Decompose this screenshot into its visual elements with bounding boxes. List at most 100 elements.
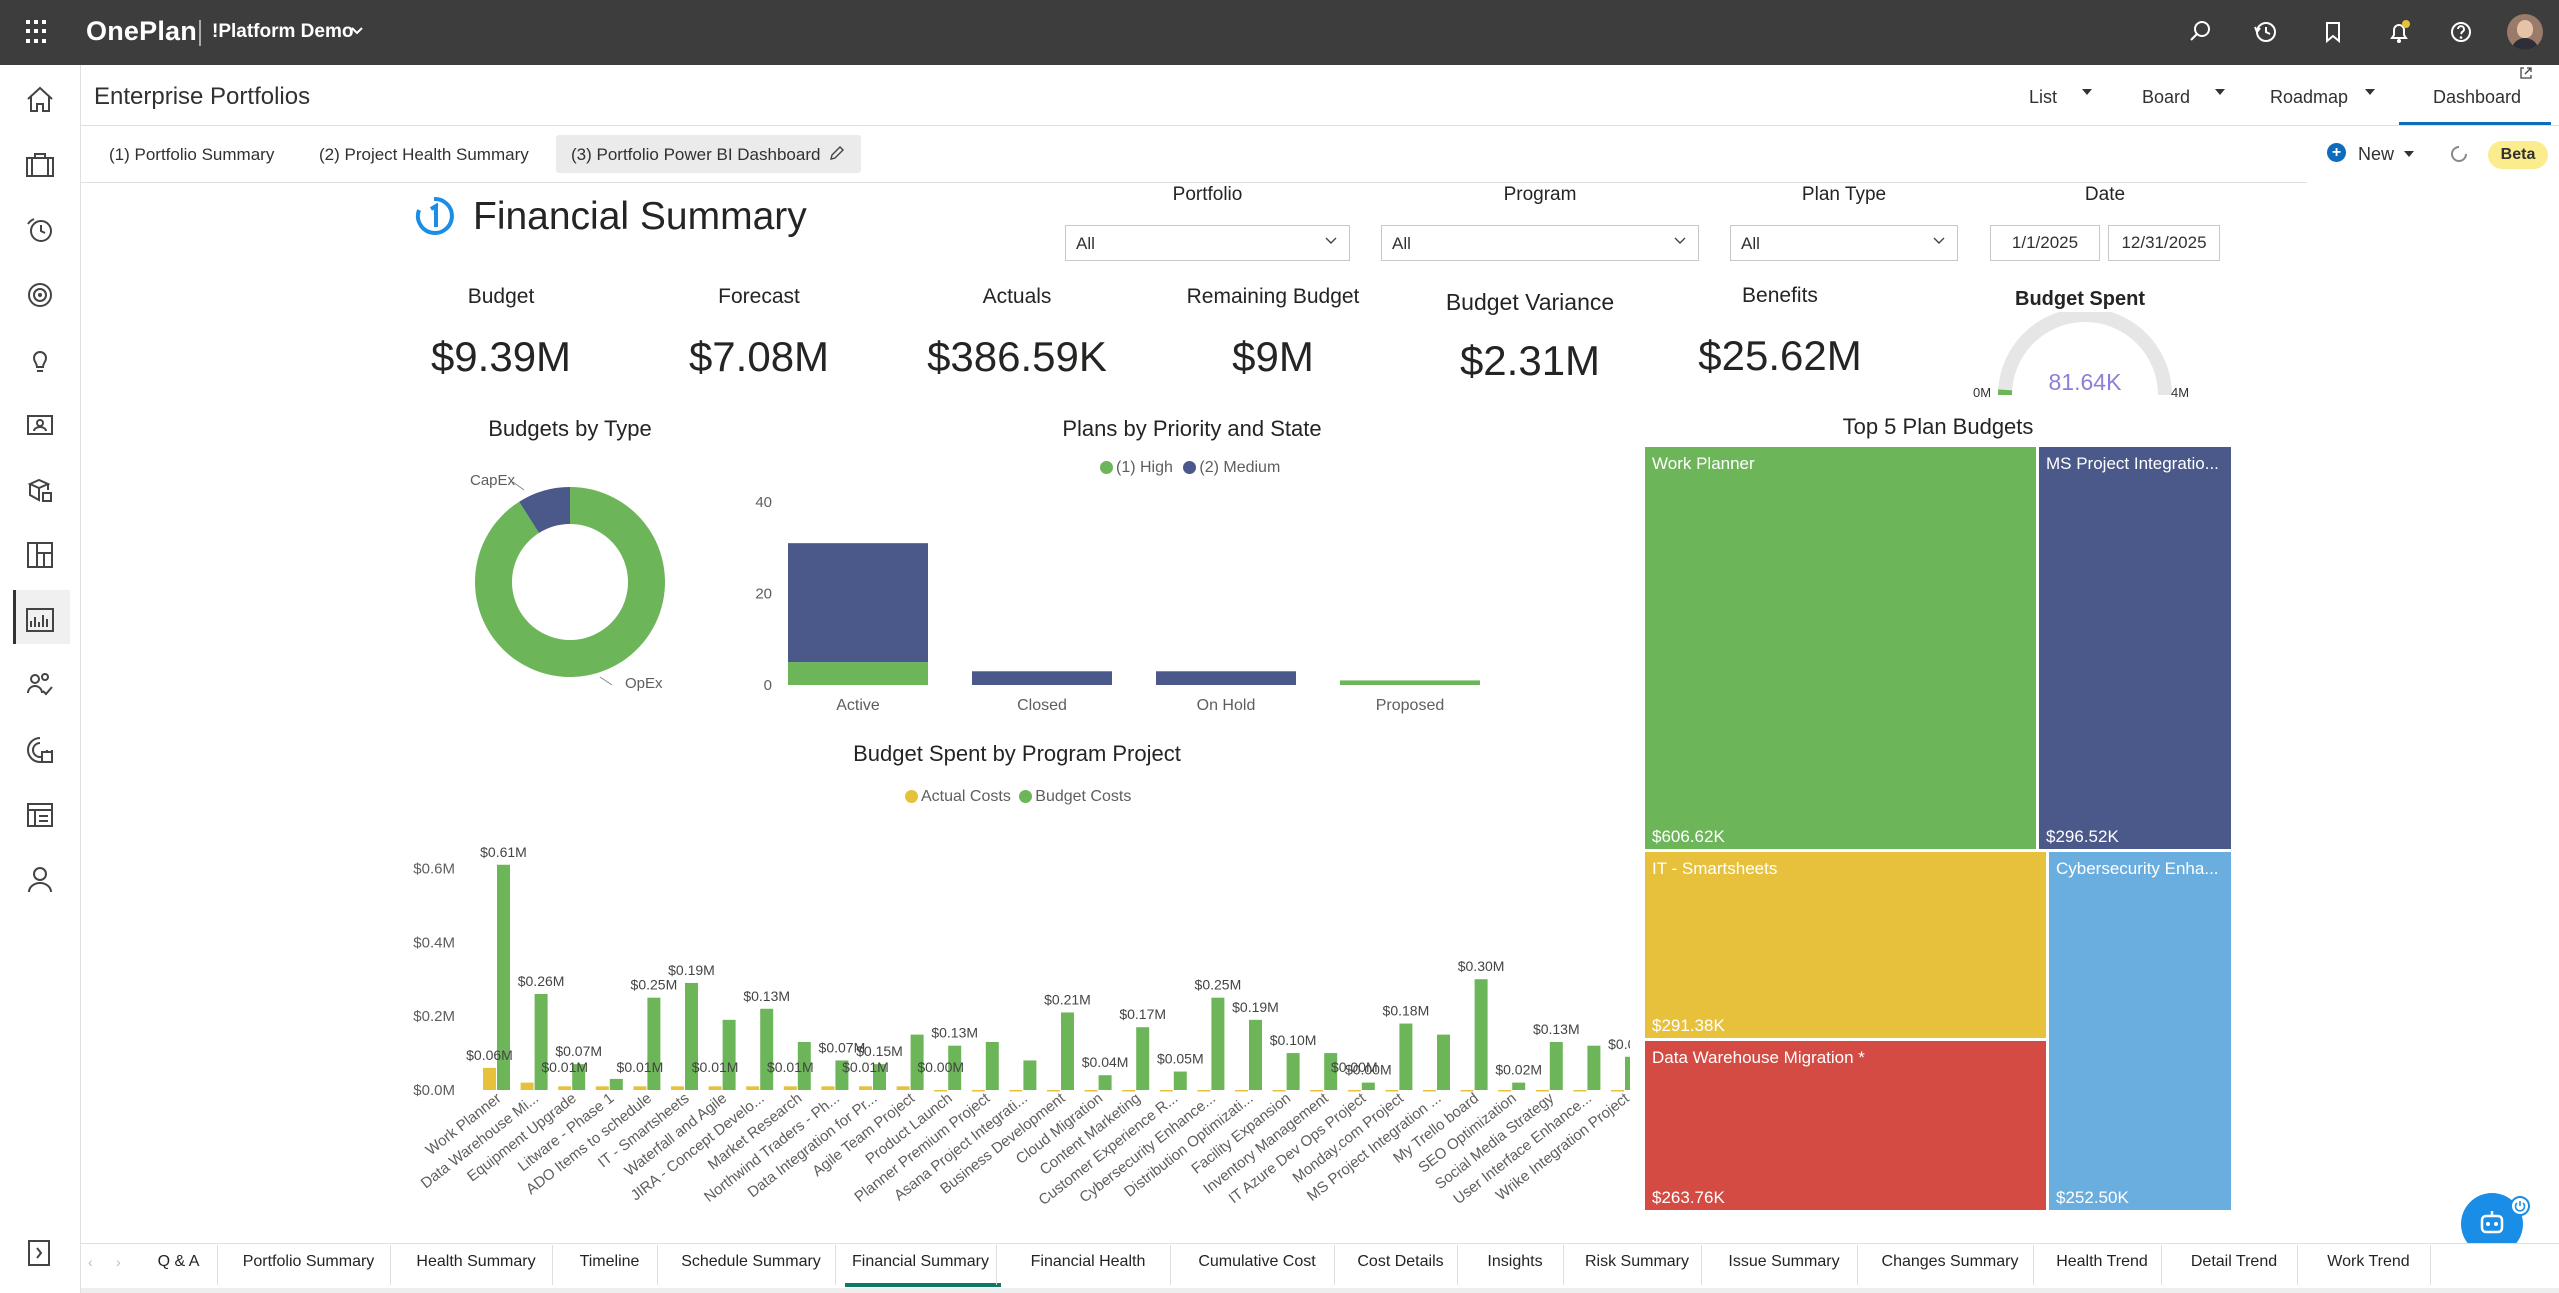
bookmark-icon[interactable] <box>2316 15 2350 49</box>
report-tab-power-bi-dashboard[interactable]: (3) Portfolio Power BI Dashboard <box>571 145 821 164</box>
report-tab-portfolio-summary[interactable]: (1) Portfolio Summary <box>109 145 275 164</box>
dashboard-icon[interactable] <box>20 600 60 640</box>
x-tick-label: On Hold <box>1197 697 1256 714</box>
treemap-tile[interactable]: Cybersecurity Enha... $252.50K <box>2049 852 2231 1210</box>
treemap-tile[interactable]: IT - Smartsheets $291.38K <box>1645 852 2046 1038</box>
data-label-budget: $0.07M <box>819 1039 866 1055</box>
page-tab-health-summary[interactable]: Health Summary <box>416 1253 536 1270</box>
portfolio-icon[interactable] <box>20 145 60 185</box>
page-tab-schedule-summary[interactable]: Schedule Summary <box>681 1253 821 1270</box>
scroll-left-icon[interactable]: ‹ <box>88 1254 93 1270</box>
view-list[interactable]: List <box>2029 87 2058 107</box>
kpi-value-budget: $9.39M <box>430 333 572 380</box>
user-icon[interactable] <box>20 860 60 900</box>
bar-actual <box>1197 1090 1211 1092</box>
view-dashboard[interactable]: Dashboard <box>2433 87 2522 107</box>
bar-budget <box>722 1019 736 1090</box>
treemap-tile[interactable]: Work Planner $606.62K <box>1645 447 2036 849</box>
notification-bell-icon[interactable] <box>2382 15 2416 49</box>
page-tab-financial-summary[interactable]: Financial Summary <box>852 1253 989 1270</box>
program-slicer[interactable]: All <box>1381 225 1699 261</box>
add-icon[interactable]: + <box>2327 143 2346 162</box>
page-tab-cumulative-cost[interactable]: Cumulative Cost <box>1198 1253 1316 1270</box>
caret-down-icon[interactable] <box>2080 85 2094 102</box>
search-icon[interactable] <box>2183 15 2217 49</box>
bar-budget <box>1399 1023 1413 1090</box>
page-tab-detail-trend[interactable]: Detail Trend <box>2190 1253 2278 1270</box>
target-icon[interactable] <box>20 275 60 315</box>
top-bar: OnePlan !Platform Demo <box>0 0 2559 65</box>
data-label-budget: $0.02M <box>1495 1062 1542 1078</box>
view-roadmap[interactable]: Roadmap <box>2270 87 2349 107</box>
power-icon[interactable] <box>2510 1196 2530 1216</box>
avatar[interactable] <box>2507 14 2543 50</box>
data-label-budget: $0.13M <box>931 1025 978 1041</box>
ideas-icon[interactable] <box>20 340 60 380</box>
portfolio-slicer[interactable]: All <box>1065 225 1350 261</box>
page-tab-portfolio-summary[interactable]: Portfolio Summary <box>242 1253 375 1270</box>
page-tab-health-trend[interactable]: Health Trend <box>2056 1253 2148 1270</box>
caret-down-icon[interactable] <box>2213 85 2227 102</box>
board-icon[interactable] <box>20 535 60 575</box>
y-tick-label: $0.2M <box>413 1008 455 1025</box>
page-tab-work-trend[interactable]: Work Trend <box>2327 1253 2410 1270</box>
chevron-down-icon <box>1325 237 1337 244</box>
caret-down-icon[interactable] <box>2402 147 2416 166</box>
bar-actual <box>558 1086 572 1090</box>
help-icon[interactable] <box>2444 15 2478 49</box>
date-end-input[interactable]: 12/31/2025 <box>2108 225 2220 261</box>
kpi-label-benefits: Benefits <box>1742 284 1818 307</box>
data-label-budget: $0.25M <box>1195 977 1242 993</box>
kpi-value-remaining-budget: $9M <box>1232 333 1314 380</box>
refresh-icon[interactable] <box>2447 142 2471 166</box>
page-tab-risk-summary[interactable]: Risk Summary <box>1584 1253 1689 1270</box>
date-start-input[interactable]: 1/1/2025 <box>1990 225 2100 261</box>
page-tab-q-a[interactable]: Q & A <box>157 1253 200 1270</box>
page-tab-cost-details[interactable]: Cost Details <box>1357 1253 1444 1270</box>
bar-budget <box>685 982 698 1090</box>
kpi-value-benefits: $25.62M <box>1698 332 1862 379</box>
tenant-name[interactable]: !Platform Demo <box>212 21 354 42</box>
timesheet-icon[interactable] <box>20 210 60 250</box>
scroll-right-icon[interactable]: › <box>116 1254 121 1270</box>
bar-budget <box>1286 1053 1300 1090</box>
history-icon[interactable] <box>2249 15 2283 49</box>
report-tab-project-health-summary[interactable]: (2) Project Health Summary <box>319 145 529 164</box>
caret-down-icon[interactable] <box>2363 85 2377 102</box>
tab-separator <box>2033 1245 2034 1285</box>
view-board[interactable]: Board <box>2142 87 2191 107</box>
bar-actual <box>1122 1090 1136 1092</box>
planner-icon[interactable] <box>20 795 60 835</box>
page-tab-timeline[interactable]: Timeline <box>579 1253 640 1270</box>
expand-rail-icon[interactable] <box>26 1238 52 1268</box>
treemap-tile-value: $291.38K <box>1652 1016 1725 1035</box>
page-tab-changes-summary[interactable]: Changes Summary <box>1881 1253 2019 1270</box>
people-check-icon[interactable] <box>20 665 60 705</box>
bar-budget <box>948 1045 962 1090</box>
page-tab-insights[interactable]: Insights <box>1487 1253 1543 1270</box>
data-label-budget: $0.25M <box>631 977 678 993</box>
plan-type-slicer[interactable]: All <box>1730 225 1958 261</box>
chevron-down-icon[interactable] <box>350 22 364 42</box>
new-button[interactable]: New <box>2358 144 2395 164</box>
oneplan-logo-icon <box>414 196 454 236</box>
legend-dot-budget <box>1019 790 1033 803</box>
page-tab-financial-health[interactable]: Financial Health <box>1030 1253 1146 1270</box>
app-launcher-icon[interactable] <box>26 20 50 44</box>
bar-actual <box>1272 1090 1286 1092</box>
pop-out-icon[interactable] <box>2519 66 2533 80</box>
edit-pencil-icon[interactable] <box>828 144 846 162</box>
report-icon[interactable] <box>20 730 60 770</box>
kpi-label-budget: Budget <box>467 285 535 308</box>
data-label-actual: $0.00M <box>917 1059 964 1075</box>
treemap-tile[interactable]: MS Project Integratio... $296.52K <box>2039 447 2231 849</box>
brand-name[interactable]: OnePlan <box>86 16 197 46</box>
resource-card-icon[interactable] <box>20 405 60 445</box>
treemap-tile[interactable]: Data Warehouse Migration * $263.76K <box>1645 1041 2046 1210</box>
bar-budget <box>1173 1071 1187 1090</box>
bar-actual <box>1611 1090 1624 1092</box>
home-icon[interactable] <box>20 80 60 120</box>
tab-separator <box>996 1245 997 1285</box>
packages-icon[interactable] <box>20 470 60 510</box>
page-tab-issue-summary[interactable]: Issue Summary <box>1728 1253 1840 1270</box>
